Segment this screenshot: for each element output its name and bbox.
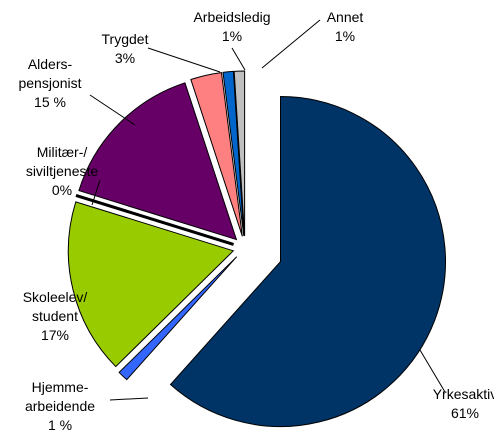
value-label: 1 % bbox=[47, 417, 73, 432]
value-label: 61% bbox=[450, 405, 480, 421]
slice-label: Yrkesaktiv 61% bbox=[433, 385, 494, 423]
value-label: 15 % bbox=[34, 94, 66, 110]
leader-line bbox=[231, 47, 246, 71]
category-label: Yrkesaktiv bbox=[432, 386, 494, 402]
leader-line bbox=[147, 47, 221, 73]
leader-line bbox=[419, 349, 446, 393]
slice-label: Skoleelev/ student 17% bbox=[23, 288, 88, 345]
leader-line bbox=[261, 19, 321, 69]
pie-slice bbox=[78, 82, 238, 241]
pie-slice bbox=[222, 70, 245, 237]
slice-label: Arbeidsledig 1% bbox=[193, 8, 270, 46]
value-label: 1% bbox=[334, 28, 356, 44]
category-label: Hjemme- arbeidende bbox=[24, 379, 96, 414]
pie-slice bbox=[233, 70, 246, 237]
leader-line bbox=[109, 397, 149, 401]
pie-slice bbox=[169, 96, 446, 428]
category-label: Militær-/ siviltjeneste bbox=[25, 144, 99, 179]
category-label: Trygdet bbox=[101, 31, 149, 47]
pie-slice bbox=[118, 256, 238, 381]
pie-slice bbox=[67, 201, 235, 368]
slice-label: Alders- pensjonist 15 % bbox=[18, 55, 81, 112]
value-label: 1% bbox=[221, 28, 243, 44]
slice-label: Hjemme- arbeidende 1 % bbox=[25, 378, 95, 432]
slice-label: Militær-/ siviltjeneste 0% bbox=[26, 143, 98, 200]
pie-slice bbox=[75, 194, 234, 246]
slice-label: Annet 1% bbox=[327, 8, 364, 46]
value-label: 17% bbox=[40, 327, 70, 343]
category-label: Arbeidsledig bbox=[193, 9, 271, 25]
category-label: Annet bbox=[326, 9, 364, 25]
value-label: 3% bbox=[114, 50, 136, 66]
pie-slice bbox=[190, 72, 243, 237]
leader-line bbox=[89, 94, 136, 126]
value-label: 0% bbox=[51, 182, 73, 198]
category-label: Skoleelev/ student bbox=[22, 289, 88, 324]
slice-label: Trygdet 3% bbox=[102, 30, 149, 68]
category-label: Alders- pensjonist bbox=[18, 56, 82, 91]
leader-line bbox=[91, 179, 101, 206]
